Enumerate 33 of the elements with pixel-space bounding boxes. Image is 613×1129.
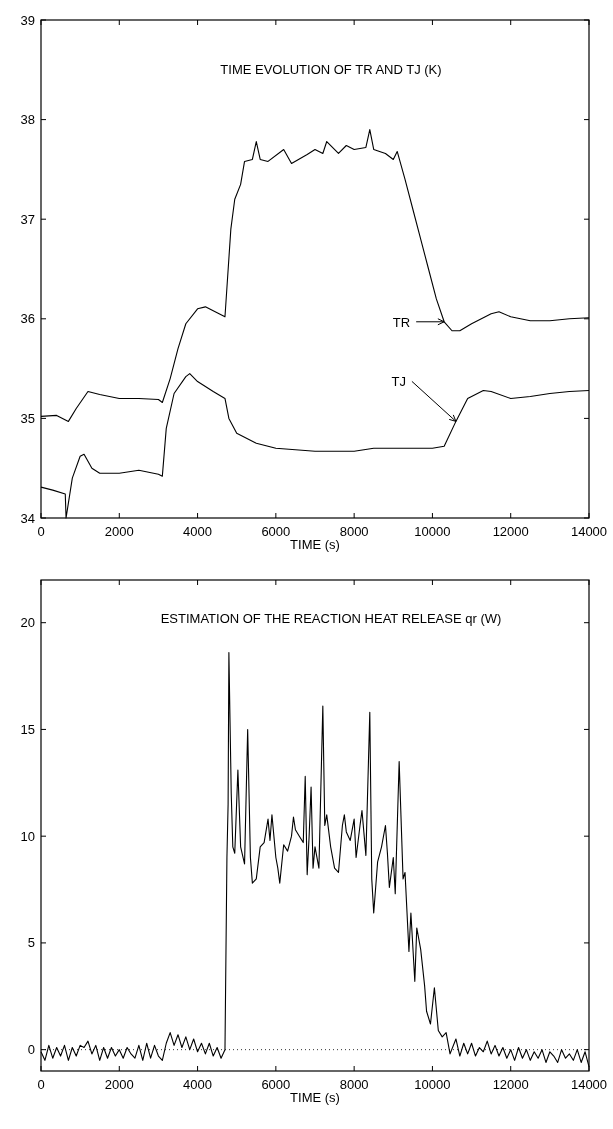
y-tick-label: 36 <box>20 311 35 327</box>
x-tick-label: 14000 <box>570 1077 608 1092</box>
x-tick-label: 10000 <box>414 1077 451 1092</box>
x-tick-label: 10000 <box>414 524 451 539</box>
text: TIME EVOLUTION OF TR AND TJ (K) <box>220 62 442 77</box>
y-tick-label: 20 <box>20 615 35 631</box>
x-tick-label: 8000 <box>339 524 369 539</box>
y-tick-label: 15 <box>20 721 35 737</box>
x-axis-title: TIME (s) <box>290 1090 340 1105</box>
x-tick-label: 6000 <box>261 1077 291 1092</box>
x-tick-label: 0 <box>37 524 45 539</box>
x-tick-label: 2000 <box>104 1077 134 1092</box>
y-tick-label: 34 <box>20 510 35 526</box>
x-tick-label: 12000 <box>492 524 529 539</box>
text: ESTIMATION OF THE REACTION HEAT RELEASE qr (W) <box>160 611 502 626</box>
y-tick-label: 5 <box>27 935 35 951</box>
annotation: TR <box>392 314 411 330</box>
x-tick-label: 4000 <box>183 524 213 539</box>
x-tick-label: 0 <box>37 1077 45 1092</box>
y-tick-label: 38 <box>20 112 35 128</box>
x-tick-label: 8000 <box>339 1077 369 1092</box>
x-tick-label: 14000 <box>570 524 608 539</box>
x-tick-label: 2000 <box>104 524 134 539</box>
y-tick-label: 10 <box>20 828 35 844</box>
x-axis-title: TIME (s) <box>290 537 340 552</box>
annotation: TJ <box>391 374 406 390</box>
y-tick-label: 0 <box>27 1042 35 1058</box>
y-tick-label: 35 <box>20 410 35 426</box>
x-tick-label: 4000 <box>183 1077 213 1092</box>
x-tick-label: 6000 <box>261 524 291 539</box>
x-tick-label: 12000 <box>492 1077 529 1092</box>
y-tick-label: 39 <box>20 12 35 28</box>
y-tick-label: 37 <box>20 211 35 227</box>
